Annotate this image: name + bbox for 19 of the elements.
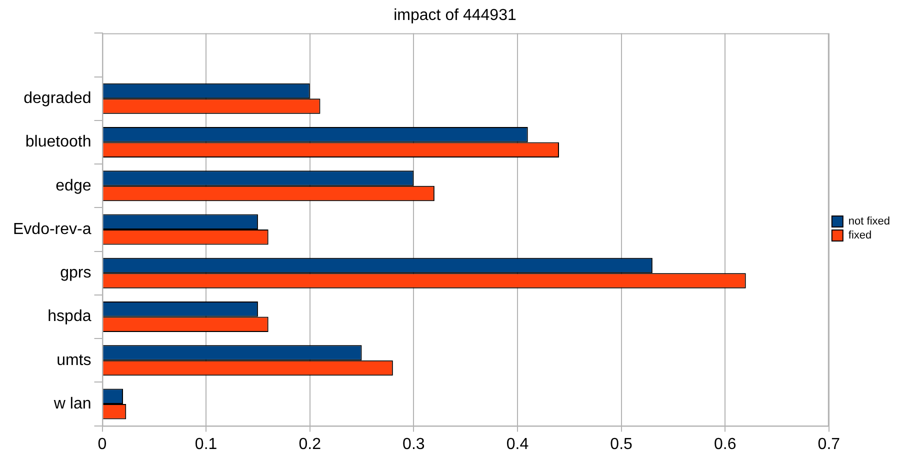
y-tick-label: Evdo-rev-a	[13, 220, 92, 238]
x-tick-label: 0.3	[402, 436, 425, 453]
legend-label: not fixed	[848, 216, 890, 228]
x-tick-label: 0.7	[818, 436, 840, 453]
x-tick-label: 0.5	[610, 436, 633, 453]
y-tick-label: hspda	[48, 308, 92, 326]
y-tick-label: edge	[56, 177, 92, 194]
x-tick-label: 0	[98, 436, 107, 453]
x-tick-label: 0.1	[194, 436, 218, 453]
chart-title: impact of 444931	[394, 7, 516, 24]
y-tick-label: bluetooth	[25, 134, 92, 151]
x-tick-label: 0.2	[298, 436, 322, 453]
x-tick-label: 0.6	[714, 436, 736, 453]
y-tick-label: umts	[56, 352, 92, 369]
y-tick-label: w lan	[52, 395, 92, 412]
legend-label: fixed	[848, 230, 872, 242]
y-tick-label: degraded	[24, 90, 92, 108]
x-tick-label: 0.4	[506, 436, 529, 453]
y-tick-label: gprs	[60, 264, 92, 282]
